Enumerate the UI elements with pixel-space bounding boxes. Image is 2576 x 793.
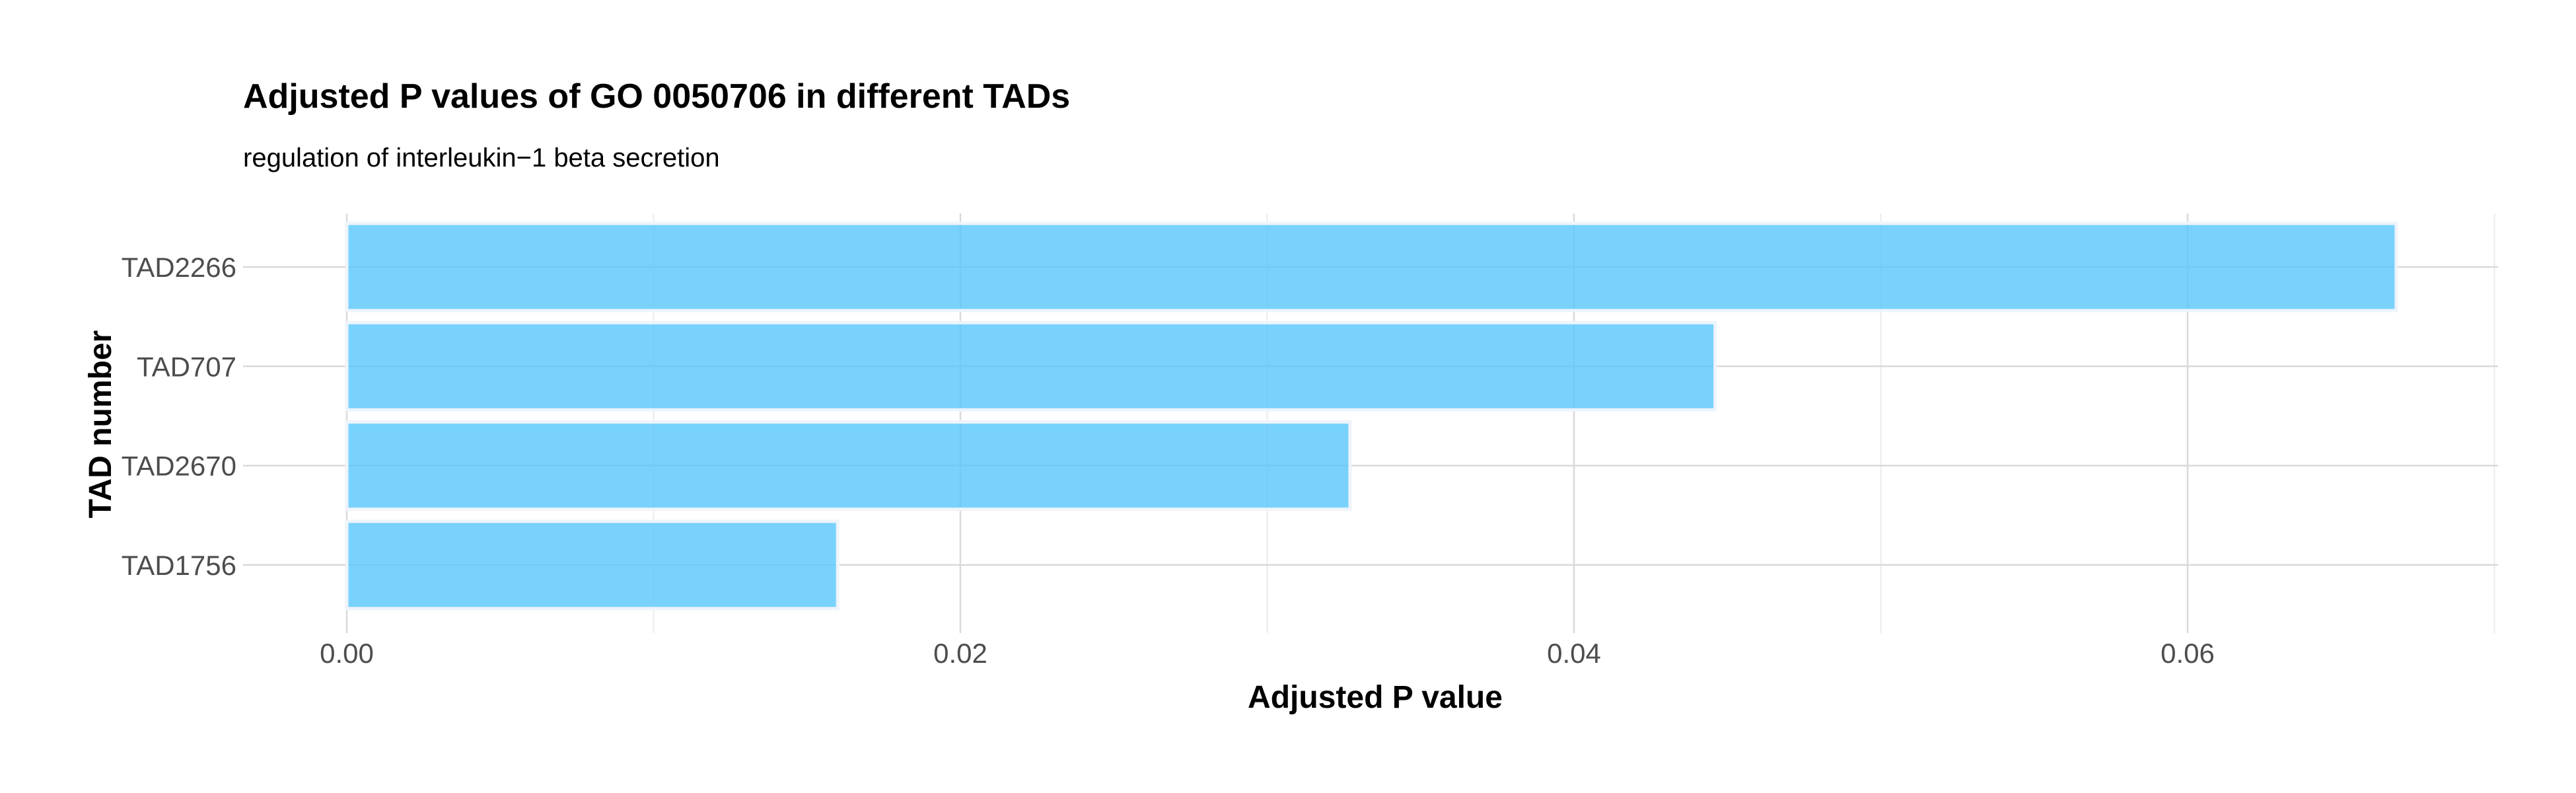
x-tick-label: 0.06 bbox=[2161, 638, 2215, 669]
y-axis-title: TAD number bbox=[83, 330, 118, 518]
bar-layer bbox=[345, 221, 2398, 611]
chart-subtitle: regulation of interleukin−1 beta secreti… bbox=[243, 143, 720, 172]
x-tick-label: 0.04 bbox=[1547, 638, 1601, 669]
bar-tad707 bbox=[345, 321, 1717, 412]
y-tick-label: TAD707 bbox=[137, 351, 236, 382]
chart-title: Adjusted P values of GO 0050706 in diffe… bbox=[243, 77, 1070, 116]
bar-tad1756 bbox=[345, 519, 840, 611]
bar-tad2266 bbox=[345, 221, 2398, 313]
x-tick-label: 0.02 bbox=[933, 638, 987, 669]
bar-tad2670 bbox=[345, 420, 1352, 511]
x-tick-label: 0.00 bbox=[320, 638, 374, 669]
y-tick-label: TAD2266 bbox=[122, 252, 236, 283]
y-tick-label: TAD1756 bbox=[122, 550, 236, 581]
x-axis-title: Adjusted P value bbox=[1248, 680, 1503, 715]
y-tick-label: TAD2670 bbox=[122, 451, 236, 482]
label-layer: Adjusted P values of GO 0050706 in diffe… bbox=[83, 77, 2215, 715]
